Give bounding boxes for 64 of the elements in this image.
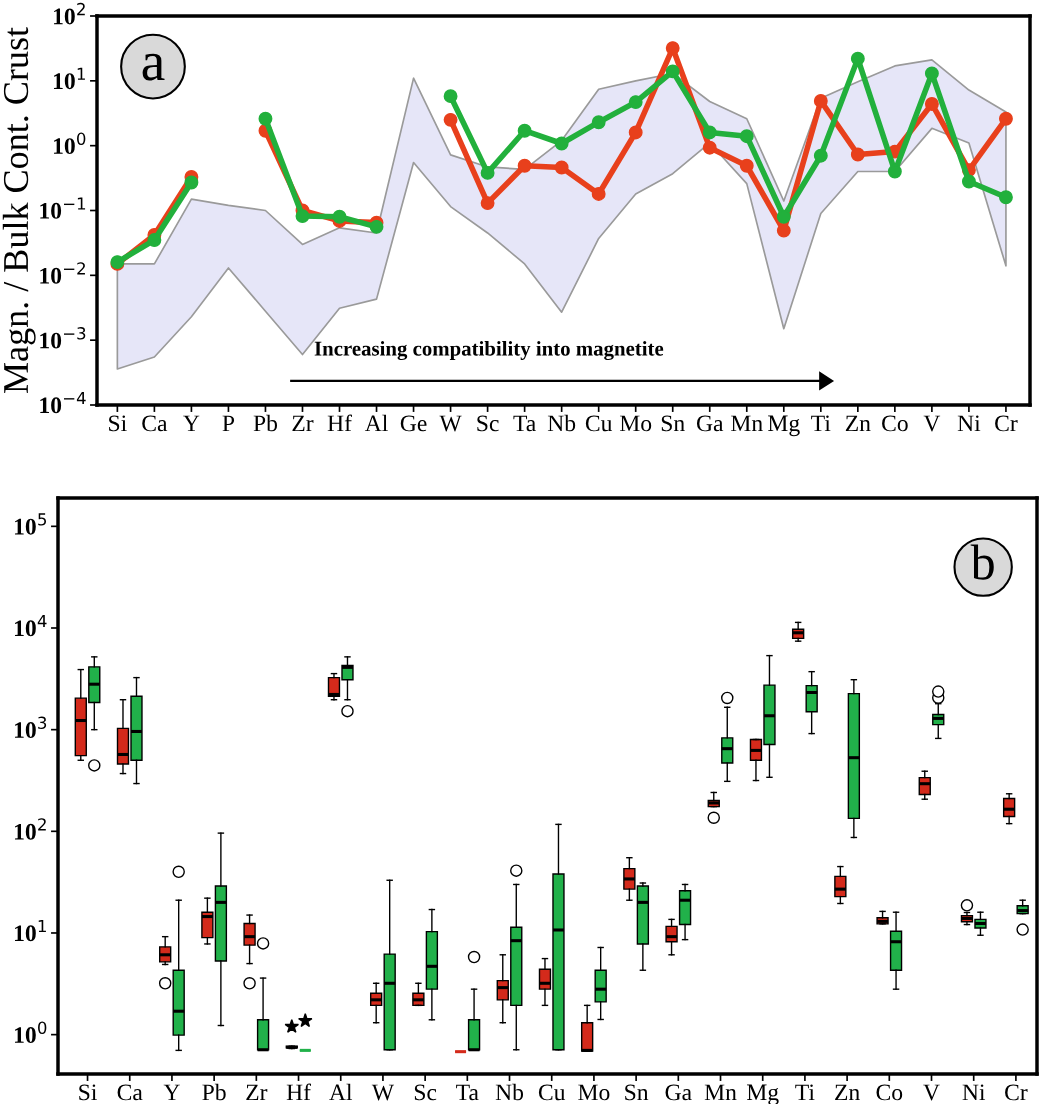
y-tick-label: 10$^{4}$: [14, 614, 47, 637]
x-tick-label: Ti: [795, 1084, 815, 1101]
x-tick-label: W: [371, 1084, 395, 1101]
y-tick-label: 10$^{2}$: [14, 818, 46, 840]
x-tick-label: Nb: [495, 1083, 524, 1101]
y-axis-title: Magn. / Bulk Cont. Crust: [2, 27, 36, 394]
x-tick-label: Hf: [327, 414, 352, 432]
x-tick-label: Zn: [845, 415, 871, 432]
x-tick-label: V: [923, 1084, 940, 1101]
x-tick-label: Ge: [400, 415, 427, 432]
x-tick-label: Sc: [414, 1084, 437, 1101]
x-tick-label: Mn: [704, 1084, 737, 1101]
x-tick-label: Co: [882, 415, 908, 432]
x-tick-label: Mn: [731, 415, 763, 432]
y-tick-label: 10$^{0}$: [53, 132, 86, 155]
x-tick-label: Ta: [513, 415, 536, 432]
x-tick-label: Si: [79, 1084, 97, 1101]
x-tick-label: Cr: [995, 415, 1018, 432]
x-tick-label: Ca: [142, 415, 168, 432]
x-tick-label: Ni: [957, 415, 981, 432]
x-tick-label: Sn: [661, 415, 685, 432]
x-tick-label: Zn: [835, 1084, 860, 1101]
x-tick-label: Y: [163, 1084, 180, 1101]
x-tick-label: Mo: [619, 415, 652, 432]
y-tick-label: 10$^{−3}$: [40, 327, 86, 349]
x-tick-label: Si: [109, 415, 127, 432]
x-tick-label: Y: [183, 415, 200, 432]
y-tick-label: 10$^{−1}$: [40, 197, 86, 219]
annotation: a: [142, 53, 165, 81]
x-tick-label: Co: [876, 1084, 903, 1101]
x-tick-label: Cu: [585, 415, 613, 432]
annotation: b: [970, 544, 994, 580]
x-tick-label: Cu: [538, 1084, 566, 1101]
x-tick-label: P: [222, 415, 235, 432]
x-tick-label: Mg: [768, 415, 800, 437]
x-tick-label: Al: [364, 414, 388, 432]
x-tick-label: Sn: [625, 1084, 649, 1101]
x-tick-label: Ga: [665, 1084, 692, 1101]
x-tick-label: Ta: [456, 1084, 479, 1101]
x-tick-label: Mo: [578, 1084, 610, 1101]
x-tick-label: Al: [329, 1083, 353, 1101]
y-tick-label: 10$^{2}$: [53, 2, 85, 25]
y-tick-label: 10$^{1}$: [14, 919, 46, 942]
y-tick-label: 10$^{0}$: [14, 1021, 47, 1044]
y-tick-label: 10$^{5}$: [14, 513, 47, 535]
x-tick-label: W: [439, 415, 462, 432]
x-tick-label: Cr: [1005, 1084, 1028, 1101]
x-tick-label: Ca: [117, 1084, 143, 1101]
x-tick-label: Hf: [286, 1083, 311, 1101]
y-tick-label: 10$^{−2}$: [40, 262, 85, 284]
y-tick-label: 10$^{3}$: [14, 716, 47, 739]
x-tick-label: Pb: [253, 414, 278, 432]
x-tick-label: V: [923, 415, 941, 432]
x-tick-label: Zr: [246, 1084, 268, 1101]
x-tick-label: Ga: [696, 415, 724, 432]
x-tick-label: Sc: [477, 415, 499, 432]
x-tick-label: Ti: [811, 415, 831, 432]
x-tick-label: Ni: [962, 1084, 986, 1101]
x-tick-label: Pb: [202, 1083, 226, 1101]
annotation: Increasing compatibility into magnetite: [314, 341, 664, 361]
y-tick-label: 10$^{1}$: [53, 67, 85, 90]
y-tick-label: 10$^{−4}$: [40, 391, 86, 414]
x-tick-label: Nb: [547, 414, 576, 432]
x-tick-label: Zr: [292, 415, 314, 432]
